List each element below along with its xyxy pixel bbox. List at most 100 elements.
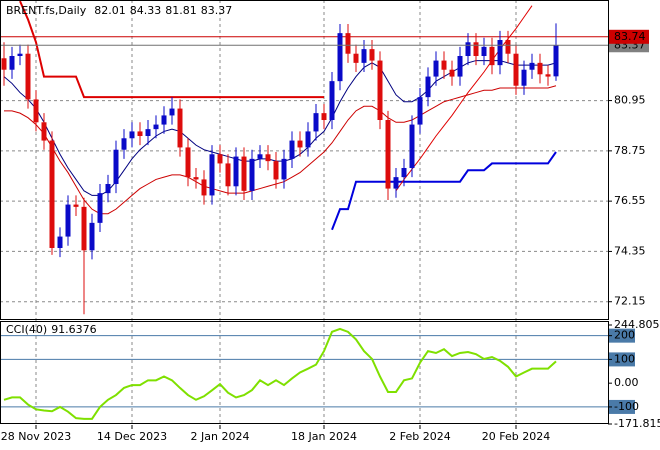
candle-body [529,62,535,70]
candle-body [89,222,95,251]
header-part: 82.01 [94,4,126,17]
candle-body [361,49,367,63]
candle-body [289,140,295,159]
y-tick-label: 200 [614,329,635,342]
header-part: 83.37 [201,4,233,17]
candle-body [97,193,103,223]
candle-body [65,204,71,237]
header-part: 81.81 [165,4,197,17]
candle-body [73,204,79,207]
candle-body [473,42,479,56]
y-tick-label: 76.55 [614,194,646,207]
candle-body [409,124,415,168]
candle-body [185,147,191,178]
candle-body [465,42,471,56]
candle-body [345,33,351,54]
candle-body [433,60,439,77]
candle-body [41,122,47,141]
indicator-line [395,5,533,192]
x-tick-label: 2 Feb 2024 [389,430,450,443]
candle-body [401,168,407,178]
candle-body [393,177,399,189]
candle-body [513,53,519,86]
candle-body [209,154,215,196]
y-tick-label: 80.95 [614,94,646,107]
cci-line [3,327,557,420]
candle-body [33,99,39,123]
y-tick-label: -100 [614,400,639,413]
candle-body [121,138,127,150]
candle-body [137,131,143,136]
header-part: 91.6376 [51,323,97,336]
candle-body [353,53,359,63]
y-tick-label: 244.805 [614,318,660,331]
indicator-header: CCI(40) 91.6376 [6,323,97,336]
candle-body [257,154,263,159]
candle-body [9,56,15,70]
y-tick-label: 0.00 [614,376,639,389]
candle-body [329,81,335,120]
candle-body [225,163,231,187]
candle-body [281,158,287,180]
candle-body [449,69,455,77]
candle-body [177,108,183,148]
candle-body [153,124,159,130]
candle-body [57,236,63,248]
candle-body [537,62,543,75]
chart-header: BRENT.fs,Daily 82.01 84.33 81.81 83.37 [6,4,232,17]
candle-body [105,184,111,194]
candle-body [425,76,431,98]
candle-body [441,60,447,70]
candle-body [81,206,87,251]
candle-body [193,177,199,180]
candle-body [49,140,55,248]
candle-body [521,69,527,86]
candle-body [553,45,559,77]
candle-body [241,156,247,191]
candle-body [369,49,375,61]
candle-body [169,108,175,116]
candle-body [217,154,223,164]
indicator-line [3,60,557,196]
level-label-box [609,29,649,44]
header-part: 84.33 [130,4,162,17]
level-label-box [609,399,635,414]
candle-body [497,40,503,66]
candle-body [481,46,487,56]
candle-body [505,40,511,54]
candle-body [545,74,551,77]
x-tick-label: 14 Dec 2023 [97,430,167,443]
level-label: 83.74 [614,30,646,43]
candle-body [25,53,31,100]
panel-frame [0,0,609,320]
indicator-line [4,85,557,215]
candle-body [305,131,311,148]
y-tick-label: 72.15 [614,295,646,308]
candle-body [457,56,463,77]
candle-body [273,161,279,180]
indicator-line [331,151,557,231]
candle-body [201,179,207,196]
x-tick-label: 20 Feb 2024 [482,430,550,443]
candle-body [489,46,495,66]
candle-body [161,115,167,125]
level-label-box [609,328,635,343]
candle-body [17,53,23,56]
candle-body [145,129,151,136]
header-part: BRENT.fs,Daily [6,4,87,17]
y-tick-label: 100 [614,352,635,365]
candle-body [337,33,343,82]
candle-body [313,113,319,132]
x-tick-label: 2 Jan 2024 [191,430,250,443]
y-tick-label: 78.75 [614,144,646,157]
header-part: CCI(40) [6,323,47,336]
candle-body [233,156,239,187]
candle-body [129,131,135,139]
panel-frame [0,321,609,424]
candle-body [1,58,7,70]
y-tick-label: 74.35 [614,244,646,257]
candle-body [385,120,391,189]
candle-body [297,140,303,148]
